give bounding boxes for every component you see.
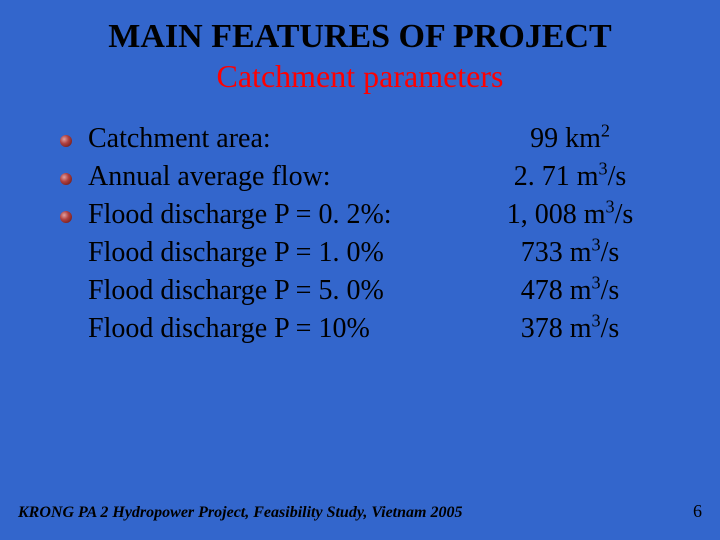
bullet-icon xyxy=(60,205,88,223)
param-value: 99 km2 xyxy=(470,123,670,155)
bullet-empty xyxy=(60,281,88,299)
param-value: 478 m3/s xyxy=(470,275,670,307)
bullet-empty xyxy=(60,319,88,337)
bullet-icon xyxy=(60,167,88,185)
param-value: 1, 008 m3/s xyxy=(470,199,670,231)
param-label: Flood discharge P = 0. 2%: xyxy=(88,199,470,231)
list-item: Flood discharge P = 1. 0% 733 m3/s xyxy=(60,237,670,269)
slide-subtitle: Catchment parameters xyxy=(0,58,720,95)
parameter-list: Catchment area: 99 km2 Annual average fl… xyxy=(0,123,720,345)
list-item: Catchment area: 99 km2 xyxy=(60,123,670,155)
slide-title: MAIN FEATURES OF PROJECT xyxy=(0,0,720,56)
page-number: 6 xyxy=(693,501,702,522)
param-value: 733 m3/s xyxy=(470,237,670,269)
bullet-empty xyxy=(60,243,88,261)
list-item: Flood discharge P = 10% 378 m3/s xyxy=(60,313,670,345)
param-label: Annual average flow: xyxy=(88,161,470,193)
footer-text: KRONG PA 2 Hydropower Project, Feasibili… xyxy=(18,504,462,522)
slide-footer: KRONG PA 2 Hydropower Project, Feasibili… xyxy=(18,501,702,522)
bullet-icon xyxy=(60,129,88,147)
param-value: 2. 71 m3/s xyxy=(470,161,670,193)
list-item: Flood discharge P = 0. 2%: 1, 008 m3/s xyxy=(60,199,670,231)
param-value: 378 m3/s xyxy=(470,313,670,345)
param-label: Catchment area: xyxy=(88,123,470,155)
param-label: Flood discharge P = 1. 0% xyxy=(88,237,470,269)
param-label: Flood discharge P = 10% xyxy=(88,313,470,345)
param-label: Flood discharge P = 5. 0% xyxy=(88,275,470,307)
list-item: Annual average flow: 2. 71 m3/s xyxy=(60,161,670,193)
list-item: Flood discharge P = 5. 0% 478 m3/s xyxy=(60,275,670,307)
